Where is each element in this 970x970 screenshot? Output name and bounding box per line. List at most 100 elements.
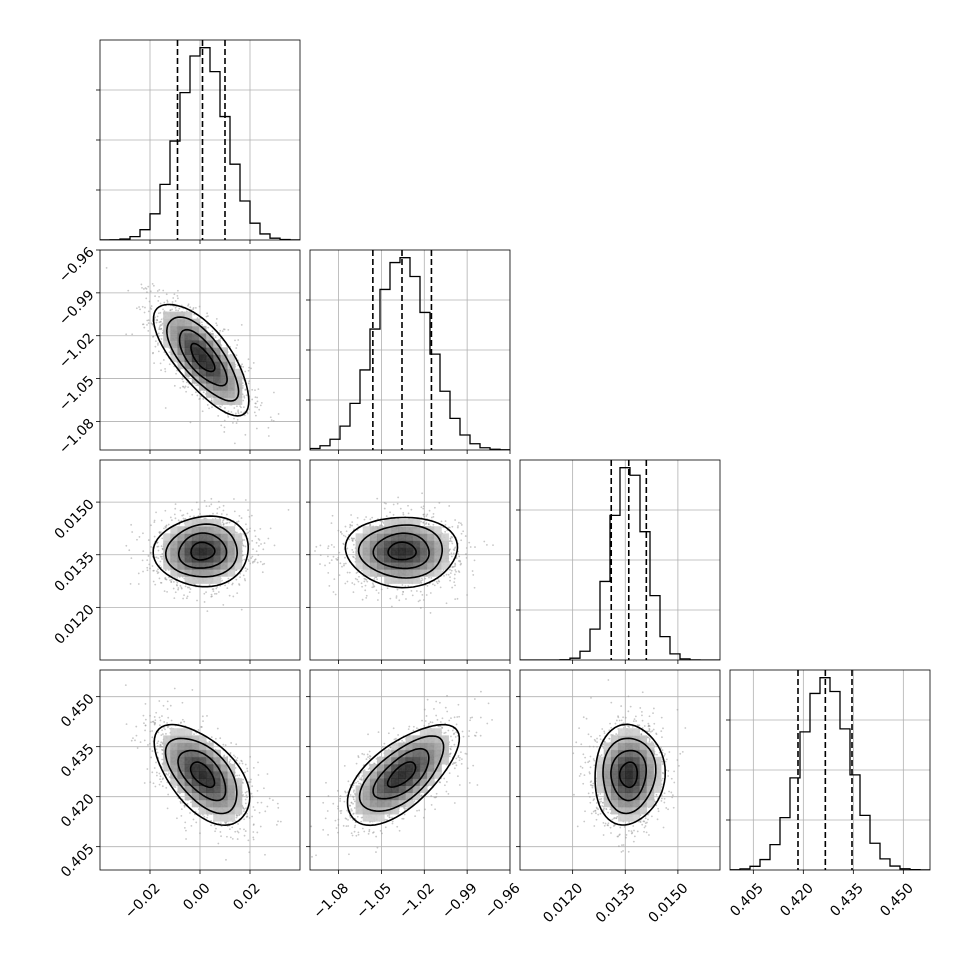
sample-point — [240, 608, 243, 611]
sample-point — [341, 532, 343, 535]
sample-point — [156, 290, 159, 292]
sample-point — [154, 316, 156, 319]
density-cell — [227, 383, 236, 391]
density-cell — [163, 533, 171, 542]
density-cell — [227, 547, 236, 556]
sample-point — [231, 583, 234, 586]
sample-point — [233, 498, 235, 500]
sample-point — [424, 523, 427, 525]
sample-point — [177, 309, 180, 312]
sample-point — [440, 520, 443, 523]
contour-2-0-1 — [177, 532, 228, 569]
sample-point — [150, 524, 152, 527]
density-cell — [220, 390, 228, 398]
sample-point — [301, 576, 303, 578]
sample-point — [247, 558, 250, 561]
sample-point — [261, 571, 264, 574]
sample-point — [243, 578, 246, 580]
density-cell — [191, 533, 200, 542]
sample-point — [222, 504, 225, 507]
sample-point — [465, 556, 468, 559]
density-cell — [163, 311, 171, 320]
sample-point — [137, 572, 140, 575]
sample-point — [145, 287, 148, 290]
density-cell — [220, 368, 228, 377]
sample-point — [234, 339, 236, 342]
sample-point — [172, 580, 175, 583]
density-cell — [184, 340, 193, 348]
density-cell — [191, 576, 200, 584]
density-cell — [170, 540, 178, 549]
sample-point — [140, 283, 143, 286]
density-cell — [198, 540, 207, 549]
sample-point — [174, 300, 177, 302]
sample-point — [415, 590, 418, 592]
sample-point — [138, 536, 141, 538]
density-cell — [170, 526, 178, 534]
sample-point — [352, 591, 355, 594]
sample-point — [425, 515, 428, 517]
sample-point — [169, 579, 172, 582]
sample-point — [385, 502, 387, 505]
sample-point — [174, 517, 177, 520]
sample-point — [156, 572, 159, 575]
sample-point — [267, 426, 270, 429]
sample-point — [357, 580, 360, 583]
sample-point — [211, 595, 213, 598]
density-cell — [177, 547, 186, 556]
sample-point — [168, 351, 171, 354]
sample-point — [138, 306, 140, 308]
sample-point — [404, 585, 407, 588]
density-cell — [213, 347, 221, 355]
contour-1-0-0 — [190, 342, 216, 373]
sample-point — [473, 559, 476, 562]
sample-point — [163, 527, 165, 530]
density-cell — [191, 347, 200, 355]
sample-point — [437, 579, 440, 582]
sample-point — [464, 535, 467, 537]
sample-point — [445, 602, 448, 605]
sample-point — [234, 412, 237, 415]
sample-point — [247, 509, 249, 512]
sample-point — [194, 391, 197, 394]
contour-1-0-2 — [165, 316, 240, 402]
sample-point — [245, 523, 247, 526]
density-cell — [213, 397, 221, 405]
density-cell — [170, 554, 178, 563]
sample-point — [227, 328, 230, 331]
sample-point — [269, 416, 272, 419]
sample-point — [454, 563, 457, 566]
sample-point — [174, 507, 177, 510]
sample-point — [243, 396, 246, 399]
density-cell — [206, 576, 214, 584]
sample-point — [223, 431, 226, 433]
sample-point — [149, 307, 152, 309]
sample-point — [398, 599, 401, 602]
sample-point — [174, 306, 177, 309]
sample-point — [210, 497, 213, 500]
sample-point — [156, 318, 158, 321]
sample-point — [422, 507, 425, 510]
sample-point — [247, 382, 250, 385]
density-cell — [206, 390, 214, 398]
sample-point — [159, 532, 161, 535]
sample-point — [401, 584, 404, 586]
sample-point — [194, 306, 197, 309]
density-cell — [206, 533, 214, 542]
density-cell — [206, 340, 214, 348]
sample-point — [155, 556, 158, 559]
sample-point — [203, 499, 206, 502]
sample-point — [425, 594, 428, 596]
sample-point — [376, 599, 379, 601]
sample-point — [354, 577, 357, 580]
sample-point — [236, 592, 239, 594]
sample-point — [152, 352, 154, 355]
panel-2-1-plot-area — [301, 460, 510, 660]
sample-point — [444, 530, 447, 533]
sample-point — [157, 568, 159, 571]
sample-point — [448, 526, 451, 529]
sample-point — [146, 291, 148, 294]
sample-point — [430, 576, 433, 579]
density-cell — [163, 561, 171, 570]
sample-point — [361, 598, 364, 601]
